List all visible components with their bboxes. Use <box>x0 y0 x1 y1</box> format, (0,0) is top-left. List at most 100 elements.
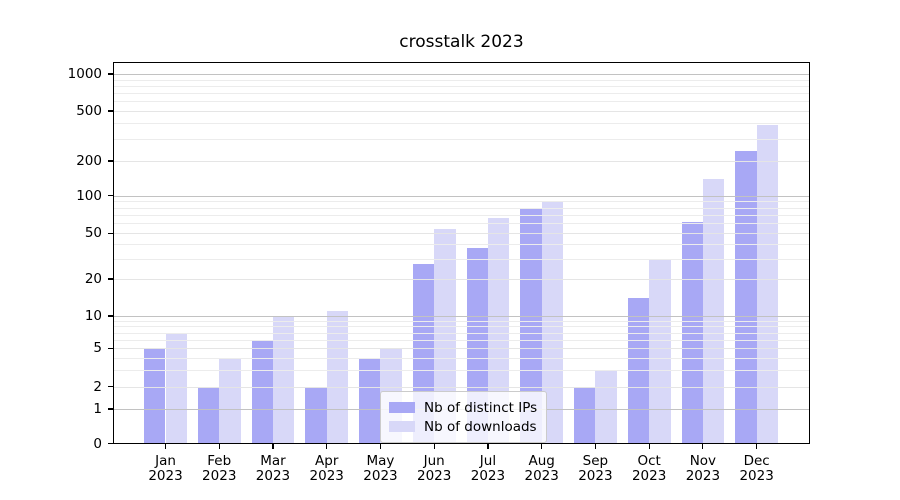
y-tick-mark <box>108 347 113 349</box>
x-tick-label: Jan 2023 <box>136 454 196 484</box>
bar-distinct-ips <box>251 339 273 444</box>
x-tick-label: Sep 2023 <box>565 454 625 484</box>
bar-downloads <box>756 124 779 444</box>
y-tick-label: 20 <box>84 271 102 287</box>
bar-distinct-ips <box>305 386 327 444</box>
y-tick-label: 500 <box>76 103 102 119</box>
x-tick-year: 2023 <box>148 468 183 484</box>
x-tick-mark <box>487 443 489 449</box>
gridline-minor <box>113 244 810 246</box>
legend: Nb of distinct IPs Nb of downloads <box>380 391 548 443</box>
gridline-minor <box>113 258 810 260</box>
bar-downloads <box>326 310 349 444</box>
legend-item-distinct-ips: Nb of distinct IPs <box>389 398 537 417</box>
y-tick-mark <box>108 408 113 410</box>
bar-downloads <box>219 357 241 444</box>
grid-layer <box>113 62 810 444</box>
x-tick-label: Oct 2023 <box>619 454 679 484</box>
gridline-minor <box>113 138 810 140</box>
x-tick-year: 2023 <box>470 468 506 484</box>
gridline-minor <box>113 123 810 125</box>
x-tick-label: Dec 2023 <box>727 454 787 484</box>
bar-downloads <box>165 332 187 444</box>
gridline-minor <box>113 326 810 328</box>
bar-distinct-ips <box>197 386 220 444</box>
y-tick-mark <box>108 278 113 280</box>
x-tick-year: 2023 <box>685 468 721 484</box>
gridline-minor <box>113 332 810 334</box>
gridline-minor <box>113 201 810 203</box>
bar-downloads <box>434 229 456 444</box>
chart-title: crosstalk 2023 <box>399 32 524 52</box>
x-tick-label: Apr 2023 <box>297 454 357 484</box>
y-tick-label: 1 <box>93 401 102 417</box>
x-tick-mark <box>702 443 704 449</box>
legend-swatch-downloads-icon <box>389 421 415 432</box>
x-tick-year: 2023 <box>202 468 237 484</box>
gridline-minor <box>113 101 810 103</box>
x-tick-mark <box>164 443 167 449</box>
gridline-minor <box>113 79 810 81</box>
y-tick-label: 100 <box>76 187 102 204</box>
gridline-minor <box>113 215 810 217</box>
x-tick-label: Nov 2023 <box>673 454 733 484</box>
gridline <box>113 386 810 388</box>
y-tick-mark <box>108 73 113 75</box>
x-tick-year: 2023 <box>631 468 667 484</box>
x-tick-mark <box>326 443 328 449</box>
x-tick-label: May 2023 <box>350 454 410 484</box>
legend-label-downloads: Nb of downloads <box>424 418 537 435</box>
x-tick-year: 2023 <box>417 468 452 484</box>
bar-downloads <box>649 258 671 444</box>
y-tick-label: 1000 <box>67 66 102 82</box>
x-tick-year: 2023 <box>524 468 559 484</box>
x-tick-mark <box>594 443 596 449</box>
gridline <box>113 195 810 197</box>
gridline <box>113 74 810 75</box>
x-tick-mark <box>648 443 650 449</box>
x-tick-year: 2023 <box>309 468 344 484</box>
bar-distinct-ips <box>520 209 542 444</box>
y-tick-mark <box>108 442 113 445</box>
y-tick-label: 5 <box>93 340 102 357</box>
gridline-minor <box>113 369 810 371</box>
y-tick-mark <box>108 386 113 388</box>
x-tick-label: Aug 2023 <box>512 454 572 484</box>
bar-distinct-ips <box>627 298 650 444</box>
legend-swatch-distinct-ips-icon <box>389 402 415 413</box>
legend-item-downloads: Nb of downloads <box>389 417 537 436</box>
y-tick-label: 50 <box>84 225 102 242</box>
x-tick-mark <box>379 443 382 449</box>
bar-distinct-ips <box>144 348 166 444</box>
y-tick-label: 200 <box>76 153 102 169</box>
x-tick-label: Jul 2023 <box>458 454 518 484</box>
x-tick-label: Feb 2023 <box>189 454 249 484</box>
gridline <box>113 233 810 235</box>
y-tick-mark <box>108 232 113 234</box>
y-tick-mark <box>108 195 113 197</box>
x-tick-year: 2023 <box>739 468 774 484</box>
gridline-minor <box>113 93 810 95</box>
y-tick-label: 0 <box>93 435 102 452</box>
x-tick-mark <box>272 443 274 449</box>
gridline <box>113 316 810 317</box>
x-tick-year: 2023 <box>255 468 291 484</box>
plot-area: Nb of distinct IPs Nb of downloads <box>113 62 810 444</box>
x-tick-mark <box>433 443 435 449</box>
y-tick-label: 2 <box>93 378 102 395</box>
bar-distinct-ips <box>574 386 596 444</box>
gridline <box>113 279 810 280</box>
gridline <box>113 111 810 112</box>
gridline-minor <box>113 207 810 209</box>
y-tick-mark <box>108 160 113 162</box>
gridline <box>113 161 810 162</box>
bar-distinct-ips <box>681 221 703 444</box>
x-tick-mark <box>756 443 758 449</box>
gridline <box>113 348 810 350</box>
y-tick-label: 10 <box>84 308 102 324</box>
gridline-minor <box>113 320 810 322</box>
y-tick-mark <box>108 110 113 112</box>
bar-downloads <box>595 369 617 444</box>
gridline-minor <box>113 223 810 225</box>
